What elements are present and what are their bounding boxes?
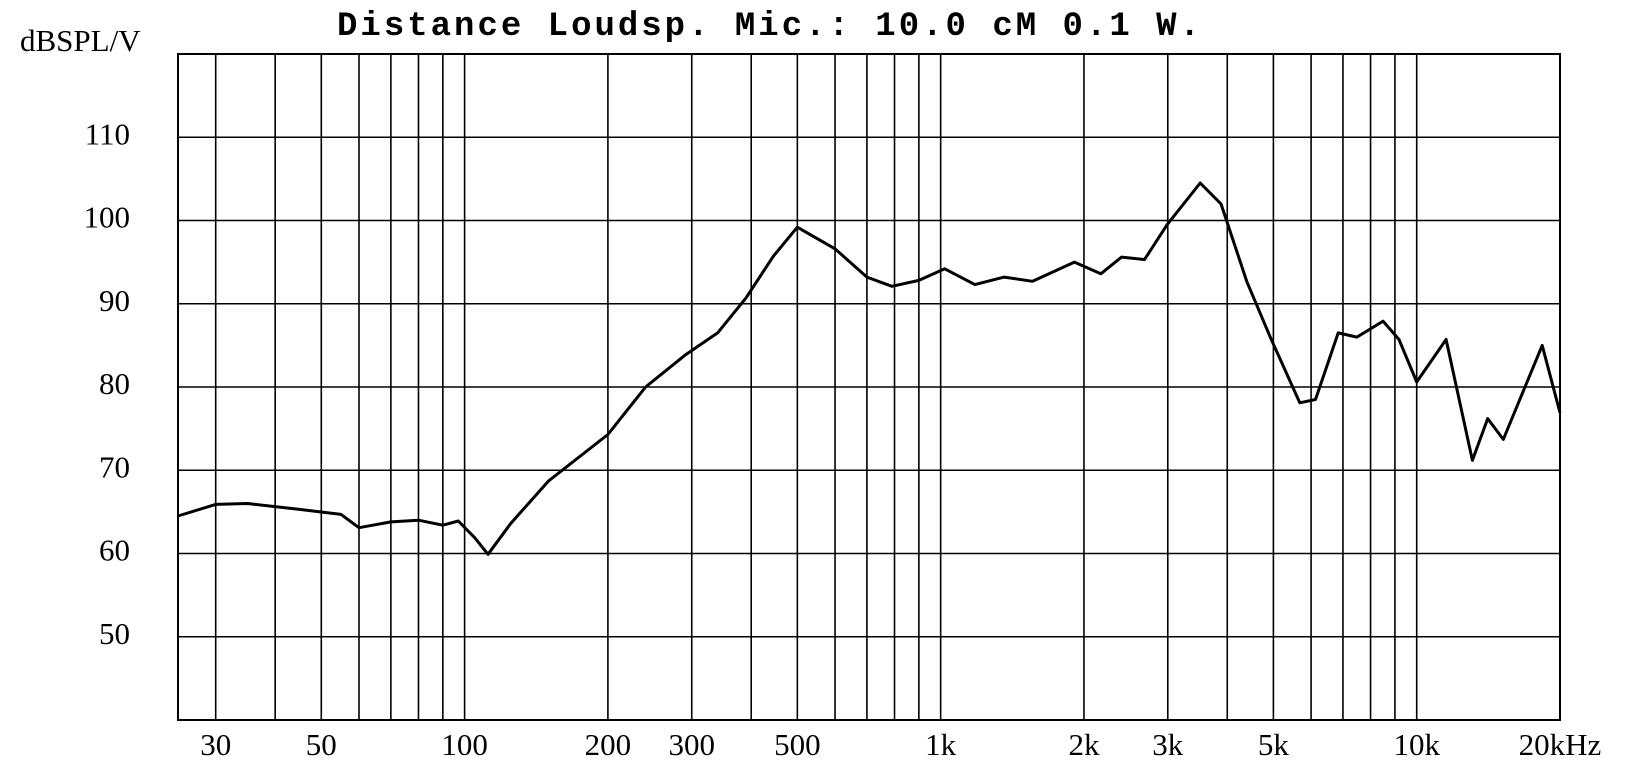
y-axis-label: dBSPL/V	[20, 23, 141, 58]
x-tick-label: 100	[441, 727, 488, 762]
x-tick-label: 3k	[1152, 727, 1184, 762]
x-tick-label: 30	[200, 727, 231, 762]
x-tick-label: 50	[306, 727, 337, 762]
x-tick-label: 500	[774, 727, 821, 762]
x-tick-label: 2k	[1068, 727, 1100, 762]
response-curve	[177, 181, 1562, 556]
chart-title: Distance Loudsp. Mic.: 10.0 cM 0.1 W.	[337, 8, 1203, 46]
x-tick-label: 5k	[1258, 727, 1290, 762]
y-tick-label: 110	[85, 116, 130, 151]
x-tick-label: 200	[585, 727, 632, 762]
x-tick-label: 10k	[1393, 727, 1440, 762]
x-tick-label: 20kHz	[1519, 727, 1602, 762]
y-tick-label: 70	[99, 449, 130, 484]
y-tick-label: 50	[99, 616, 130, 651]
y-tick-label: 90	[99, 283, 130, 318]
x-tick-label: 300	[668, 727, 715, 762]
x-tick-label: 1k	[925, 727, 957, 762]
y-tick-label: 80	[99, 366, 130, 401]
y-tick-label: 100	[84, 200, 131, 235]
y-tick-label: 60	[99, 533, 130, 568]
